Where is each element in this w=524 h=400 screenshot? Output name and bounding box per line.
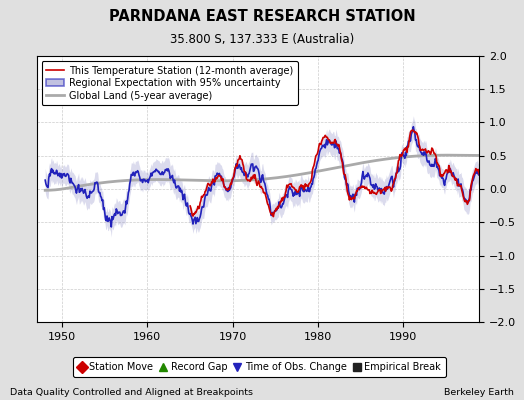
Text: Berkeley Earth: Berkeley Earth bbox=[444, 388, 514, 397]
Legend: This Temperature Station (12-month average), Regional Expectation with 95% uncer: This Temperature Station (12-month avera… bbox=[41, 61, 298, 106]
Text: 35.800 S, 137.333 E (Australia): 35.800 S, 137.333 E (Australia) bbox=[170, 33, 354, 46]
Text: PARNDANA EAST RESEARCH STATION: PARNDANA EAST RESEARCH STATION bbox=[108, 9, 416, 24]
Legend: Station Move, Record Gap, Time of Obs. Change, Empirical Break: Station Move, Record Gap, Time of Obs. C… bbox=[73, 357, 446, 377]
Text: Data Quality Controlled and Aligned at Breakpoints: Data Quality Controlled and Aligned at B… bbox=[10, 388, 254, 397]
Y-axis label: Temperature Anomaly (°C): Temperature Anomaly (°C) bbox=[523, 115, 524, 263]
